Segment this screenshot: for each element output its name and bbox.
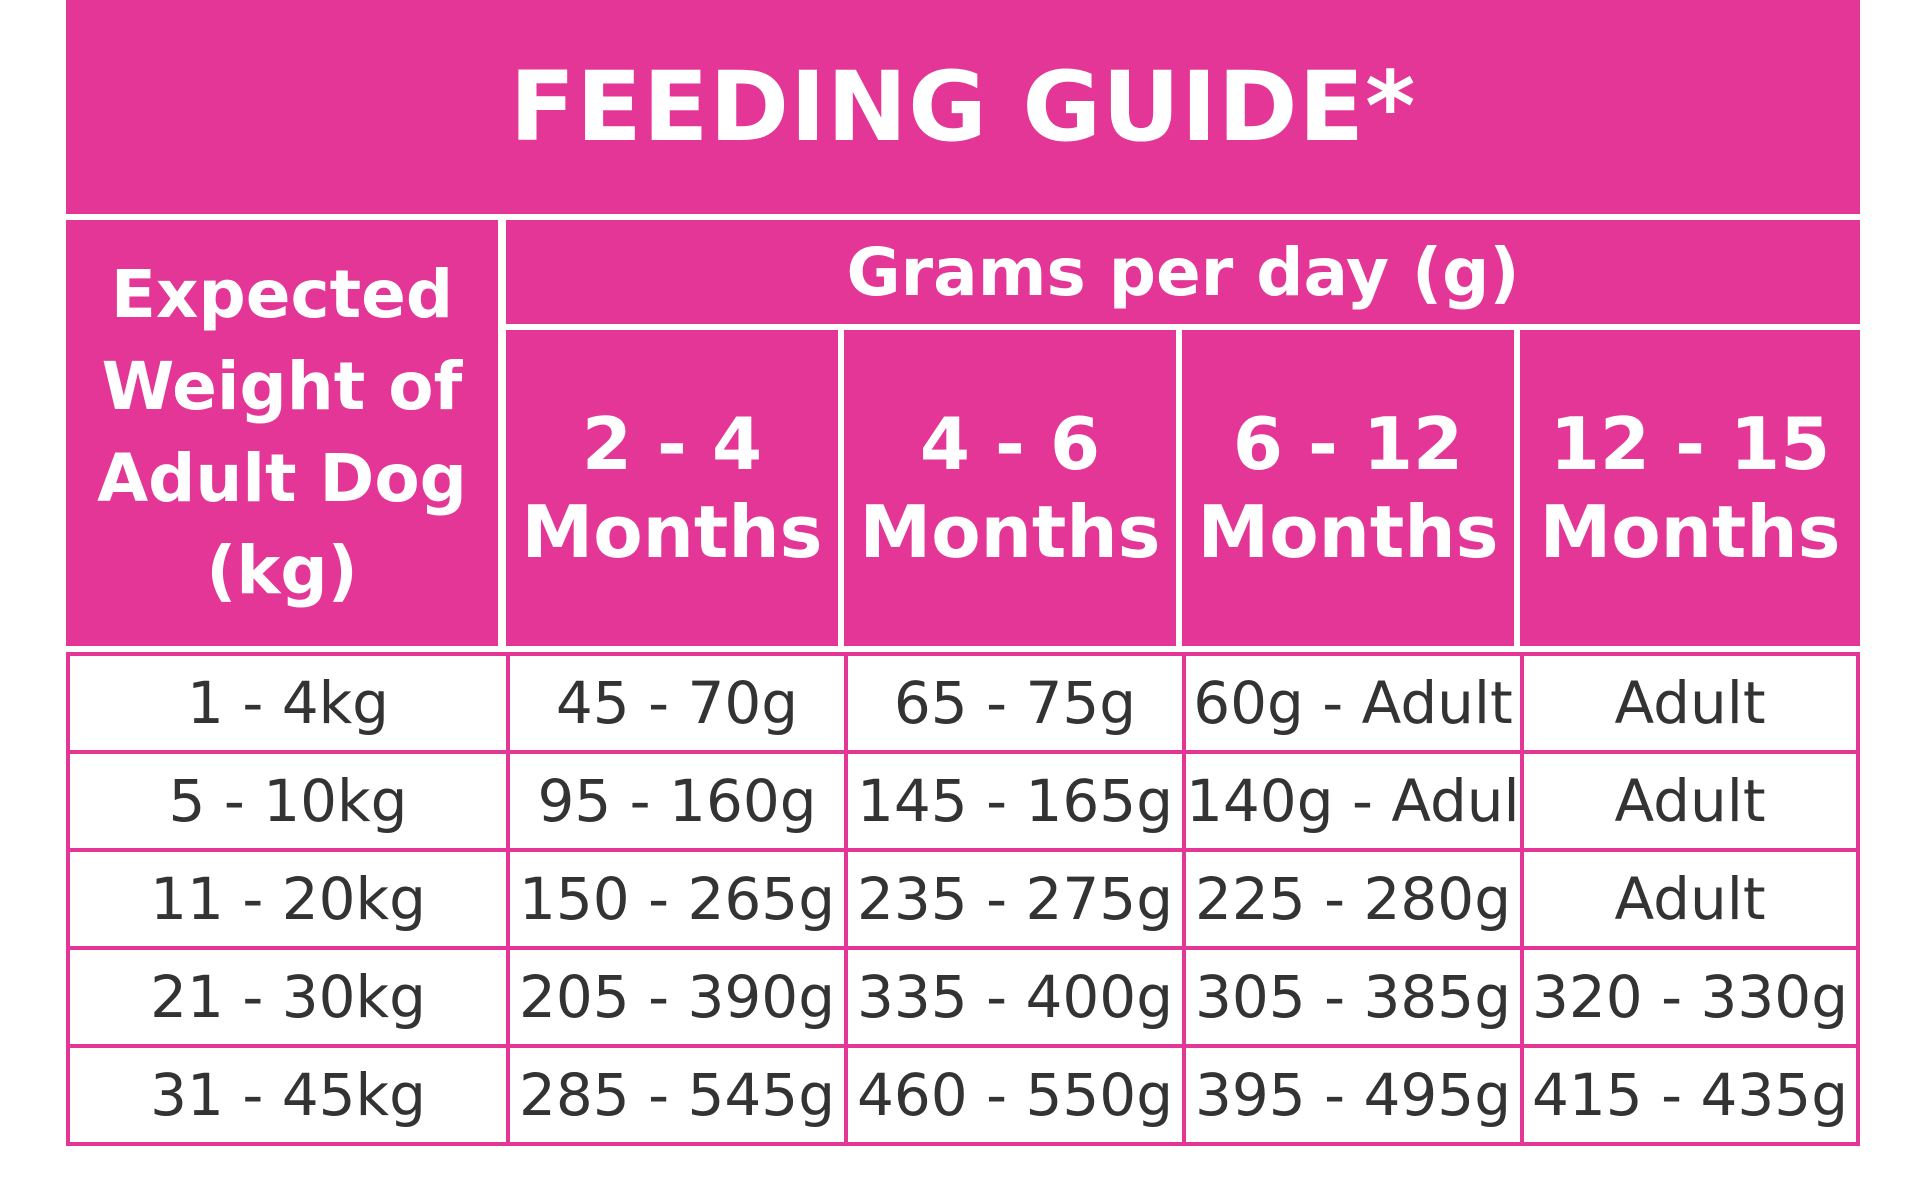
grams-cell: 305 - 385g <box>1182 950 1520 1048</box>
spacer-row <box>66 646 1861 652</box>
grams-cell: 320 - 330g <box>1520 950 1861 1048</box>
age-unit: Months <box>521 490 823 574</box>
weight-cell: 11 - 20kg <box>66 852 506 950</box>
grams-cell: 205 - 390g <box>506 950 844 1048</box>
divider <box>66 214 1860 220</box>
table-row: 31 - 45kg 285 - 545g 460 - 550g 395 - 49… <box>66 1048 1861 1146</box>
weight-column-header: Expected Weight of Adult Dog (kg) <box>66 220 506 646</box>
grams-cell: 150 - 265g <box>506 852 844 950</box>
weight-header-line: Weight of <box>101 348 463 425</box>
grams-cell: 395 - 495g <box>1182 1048 1520 1146</box>
grams-cell: 335 - 400g <box>844 950 1182 1048</box>
weight-header-line: (kg) <box>206 532 358 609</box>
weight-cell: 31 - 45kg <box>66 1048 506 1146</box>
table-row: 11 - 20kg 150 - 265g 235 - 275g 225 - 28… <box>66 852 1861 950</box>
grams-cell: 460 - 550g <box>844 1048 1182 1146</box>
age-unit: Months <box>1539 490 1841 574</box>
grams-per-day-header: Grams per day (g) <box>506 220 1861 330</box>
age-column-header: 12 - 15 Months <box>1520 330 1861 646</box>
grams-cell: Adult <box>1520 652 1861 754</box>
grams-cell: 65 - 75g <box>844 652 1182 754</box>
age-column-header: 6 - 12 Months <box>1182 330 1520 646</box>
grams-cell: 140g - Adult <box>1182 754 1520 852</box>
age-range: 12 - 15 <box>1549 402 1831 486</box>
weight-cell: 5 - 10kg <box>66 754 506 852</box>
guide-title: FEEDING GUIDE* <box>66 0 1860 214</box>
grams-cell: 95 - 160g <box>506 754 844 852</box>
weight-cell: 1 - 4kg <box>66 652 506 754</box>
grams-cell: 145 - 165g <box>844 754 1182 852</box>
grams-cell: 60g - Adult <box>1182 652 1520 754</box>
grams-cell: 225 - 280g <box>1182 852 1520 950</box>
age-unit: Months <box>1197 490 1499 574</box>
feeding-guide: FEEDING GUIDE* Expected Weight of Adult … <box>66 0 1861 1146</box>
grams-cell: 415 - 435g <box>1520 1048 1861 1146</box>
age-unit: Months <box>859 490 1161 574</box>
table-row: 21 - 30kg 205 - 390g 335 - 400g 305 - 38… <box>66 950 1861 1048</box>
weight-header-line: Expected <box>110 256 454 333</box>
grams-cell: 235 - 275g <box>844 852 1182 950</box>
feeding-table: Expected Weight of Adult Dog (kg) Grams … <box>66 220 1861 1146</box>
age-range: 2 - 4 <box>581 402 763 486</box>
grams-cell: 285 - 545g <box>506 1048 844 1146</box>
grams-cell: 45 - 70g <box>506 652 844 754</box>
weight-header-line: Adult Dog <box>97 440 467 517</box>
grams-cell: Adult <box>1520 754 1861 852</box>
age-range: 6 - 12 <box>1232 402 1464 486</box>
weight-cell: 21 - 30kg <box>66 950 506 1048</box>
table-row: 5 - 10kg 95 - 160g 145 - 165g 140g - Adu… <box>66 754 1861 852</box>
age-range: 4 - 6 <box>919 402 1101 486</box>
age-column-header: 4 - 6 Months <box>844 330 1182 646</box>
table-row: 1 - 4kg 45 - 70g 65 - 75g 60g - Adult Ad… <box>66 652 1861 754</box>
age-column-header: 2 - 4 Months <box>506 330 844 646</box>
grams-cell: Adult <box>1520 852 1861 950</box>
